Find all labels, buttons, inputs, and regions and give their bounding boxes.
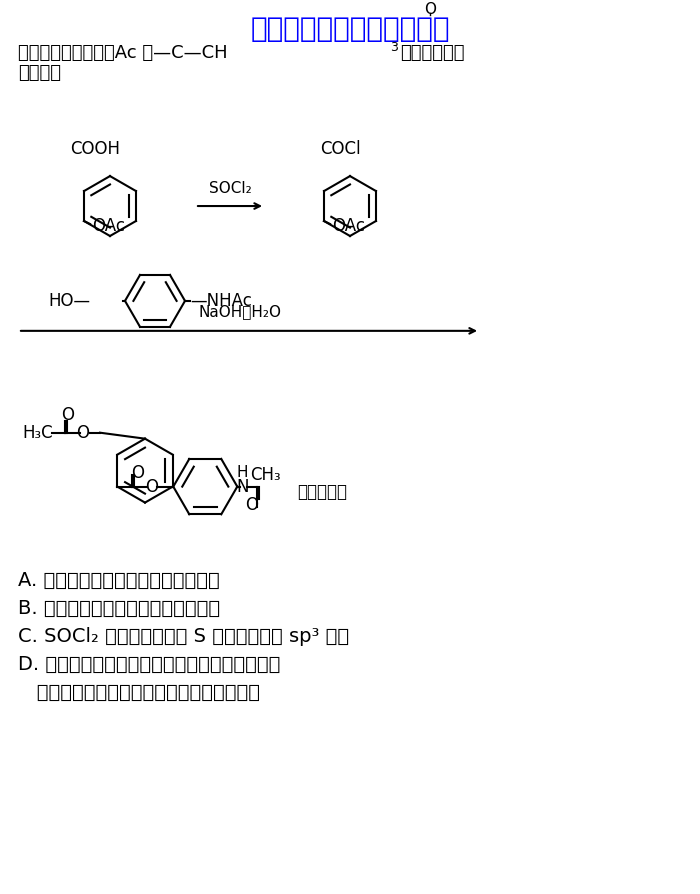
Text: SOCl₂: SOCl₂ xyxy=(209,181,251,196)
Text: N: N xyxy=(236,477,248,495)
Text: 错误的是: 错误的是 xyxy=(18,64,61,82)
Text: COOH: COOH xyxy=(70,140,120,158)
Text: C. SOCl₂ 分子的中心原子 S 的杂化方式为 sp³ 杂化: C. SOCl₂ 分子的中心原子 S 的杂化方式为 sp³ 杂化 xyxy=(18,627,349,645)
Text: H₃C: H₃C xyxy=(22,424,52,442)
Text: O: O xyxy=(245,495,258,513)
Text: CH₃: CH₃ xyxy=(250,466,281,484)
Text: O: O xyxy=(145,477,158,495)
Text: O: O xyxy=(76,424,90,442)
Text: COCl: COCl xyxy=(320,140,360,158)
Text: H: H xyxy=(237,465,248,480)
Text: 3: 3 xyxy=(390,41,398,54)
Text: NaOH，H₂O: NaOH，H₂O xyxy=(199,304,281,319)
Text: 微信公众号关注：趋找答案: 微信公众号关注：趋找答案 xyxy=(251,15,449,43)
Text: D. 贝诺酯在人体内可能水解出两种药物，水解需: D. 贝诺酯在人体内可能水解出两种药物，水解需 xyxy=(18,654,281,674)
Text: B. 扑热息痛苯环上的二溴代物有五种: B. 扑热息痛苯环上的二溴代物有五种 xyxy=(18,599,220,618)
Text: A. 阿司匹林中所有碳原子可能共平面: A. 阿司匹林中所有碳原子可能共平面 xyxy=(18,571,220,590)
Text: OAc: OAc xyxy=(332,217,365,235)
Text: 合成路线如图所示（Ac 为—C—CH: 合成路线如图所示（Ac 为—C—CH xyxy=(18,45,227,63)
Text: HO—: HO— xyxy=(48,291,90,310)
Text: O: O xyxy=(131,464,144,482)
Text: OAc: OAc xyxy=(92,217,125,235)
Text: O: O xyxy=(424,2,436,17)
Text: ），下列说法: ），下列说法 xyxy=(400,45,465,63)
Text: —NHAc: —NHAc xyxy=(190,291,252,310)
Text: O: O xyxy=(62,406,74,424)
Text: 要一定的时间，起到缓释并延长药效的作用: 要一定的时间，起到缓释并延长药效的作用 xyxy=(18,683,260,702)
Text: （贝诺酯）: （贝诺酯） xyxy=(298,483,347,501)
